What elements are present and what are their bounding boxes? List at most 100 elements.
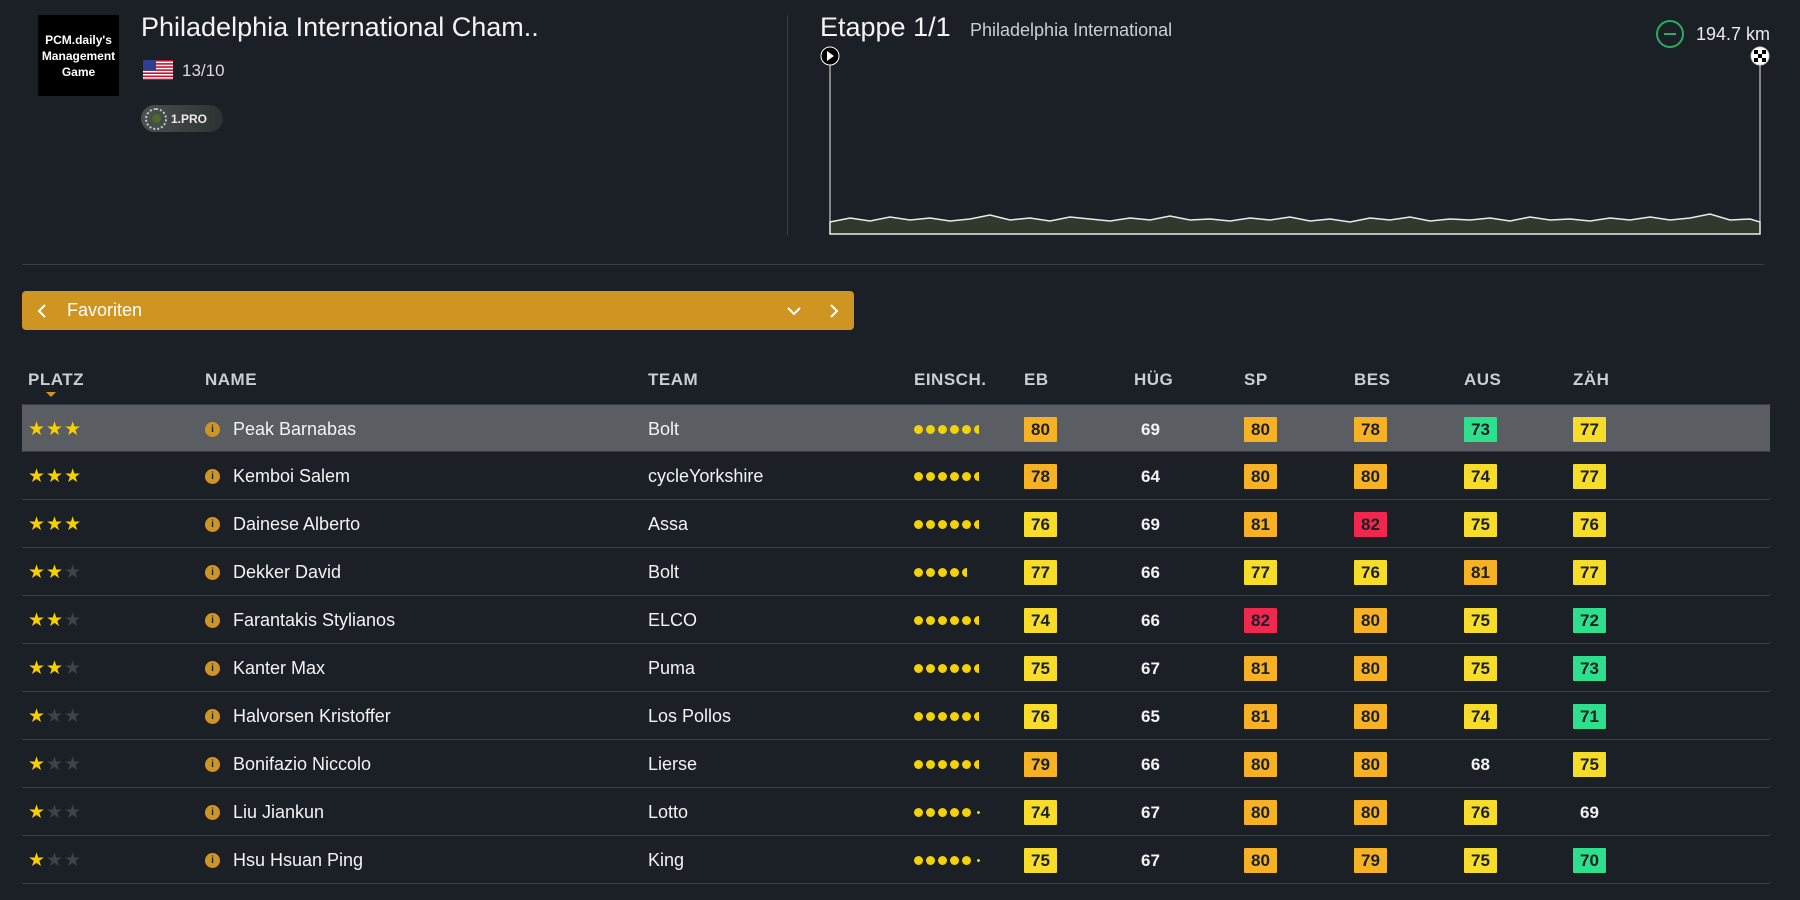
info-icon[interactable]: i [205,756,220,772]
form-dot [962,663,971,673]
rider-name[interactable]: Dekker David [233,561,342,582]
stat-value: 74 [1464,703,1497,729]
column-header-name[interactable]: NAME [205,370,258,389]
form-dot [962,711,971,721]
info-icon[interactable]: i [205,564,220,580]
star-icon: ★ [64,465,82,487]
info-icon[interactable]: i [205,660,220,676]
form-indicator [914,596,982,644]
stat-aus-cell: 74 [1464,452,1497,500]
stat-value: 77 [1573,463,1606,489]
team-name[interactable]: ELCO [648,609,698,630]
stat-sp-cell: 80 [1244,836,1277,884]
column-header-rank[interactable]: PLATZ [28,370,85,389]
stat-aus-cell: 75 [1464,596,1497,644]
star-icon: ★ [28,753,46,775]
form-indicator [914,740,982,788]
stat-aus-cell: 75 [1464,500,1497,548]
form-dot [962,807,971,817]
view-selector-label[interactable]: Favoriten [67,300,143,320]
column-header-eb[interactable]: EB [1024,370,1049,389]
table-row[interactable]: ★ ★ ★ i Liu Jiankun Lotto 74 67 80 80 76 69 [22,788,1770,836]
rider-name[interactable]: Hsu Hsuan Ping [233,849,364,870]
team-name[interactable]: Assa [648,513,689,534]
rider-name[interactable]: Liu Jiankun [233,801,325,822]
team-name[interactable]: Lierse [648,753,698,774]
table-row[interactable]: ★ ★ ★ i Kanter Max Puma 75 67 81 80 75 73 [22,644,1770,692]
team-name[interactable]: Bolt [648,561,680,582]
info-icon[interactable]: i [205,468,220,484]
form-dot [962,471,971,481]
info-icon[interactable]: i [205,852,220,868]
rider-name-cell: i Dekker David [205,548,341,596]
form-dot [962,424,971,434]
column-header-zah[interactable]: ZÄH [1573,370,1610,389]
stat-value: 80 [1354,463,1387,489]
stat-value: 65 [1141,706,1160,726]
info-icon[interactable]: i [205,516,220,532]
team-name[interactable]: Los Pollos [648,705,732,726]
column-header-bes[interactable]: BES [1354,370,1391,389]
table-row[interactable]: ★ ★ ★ i Bonifazio Niccolo Lierse 79 66 80 80 68 75 [22,740,1770,788]
stat-value: 66 [1141,562,1160,582]
rider-name[interactable]: Farantakis Stylianos [233,609,396,630]
rider-name[interactable]: Dainese Alberto [233,513,361,534]
info-icon[interactable]: i [205,708,220,724]
team-name[interactable]: cycleYorkshire [648,465,764,486]
form-dot [926,424,935,434]
next-view-button[interactable] [814,291,854,330]
form-dot [914,567,923,577]
star-icon: ★ [46,705,64,727]
info-icon[interactable]: i [205,804,220,820]
star-icon: ★ [28,465,46,487]
stage-profile-chart[interactable] [820,42,1770,242]
stat-value: 77 [1573,559,1606,585]
team-name[interactable]: Bolt [648,418,680,439]
stat-sp-cell: 77 [1244,548,1277,596]
column-header-sp[interactable]: SP [1244,370,1268,389]
info-icon[interactable]: i [205,612,220,628]
form-dot [950,519,959,529]
table-row[interactable]: ★ ★ ★ i Halvorsen Kristoffer Los Pollos 76 65 81… [22,692,1770,740]
table-row[interactable]: ★ ★ ★ i Dainese Alberto Assa 76 69 81 82 75 76 [22,500,1770,548]
rider-name[interactable]: Bonifazio Niccolo [233,753,372,774]
stat-value: 79 [1354,847,1387,873]
start-marker-icon [820,46,840,66]
table-row[interactable]: ★ ★ ★ i Farantakis Stylianos ELCO 74 66 82 80 75 72 [22,596,1770,644]
stat-eb-cell: 76 [1024,500,1057,548]
form-dot [977,858,980,862]
team-name[interactable]: Lotto [648,801,689,822]
form-dot [938,424,947,434]
form-dot [950,759,959,769]
previous-view-button[interactable] [22,291,62,330]
stat-aus-cell: 75 [1464,836,1497,884]
column-header-team[interactable]: TEAM [648,370,699,389]
column-header-form[interactable]: EINSCH. [914,370,987,389]
stat-aus-cell: 81 [1464,548,1497,596]
column-header-aus[interactable]: AUS [1464,370,1502,389]
table-row[interactable]: ★ ★ ★ i Peak Barnabas Bolt 80 69 80 78 73 77 [22,404,1770,452]
stat-value: 69 [1580,802,1599,822]
rider-name[interactable]: Halvorsen Kristoffer [233,705,391,726]
info-icon[interactable]: i [205,421,220,437]
table-row[interactable]: ★ ★ ★ i Dekker David Bolt 77 66 77 76 81 77 [22,548,1770,596]
race-header: PCM.daily's Management Game Philadelphia… [0,0,1800,265]
star-icon: ★ [46,609,64,631]
star-icon: ★ [46,657,64,679]
stat-value: 79 [1024,751,1057,777]
rider-name-cell: i Halvorsen Kristoffer [205,692,391,740]
stat-hug-cell: 66 [1134,596,1167,644]
column-header-hug[interactable]: HÜG [1134,370,1174,389]
table-row[interactable]: ★ ★ ★ i Hsu Hsuan Ping King 75 67 80 79 75 70 [22,836,1770,884]
team-name[interactable]: King [648,849,685,870]
rider-name[interactable]: Kanter Max [233,657,326,678]
form-dot [977,810,980,814]
header-divider [787,15,788,235]
stat-hug-cell: 67 [1134,836,1167,884]
rider-name[interactable]: Peak Barnabas [233,418,357,439]
view-dropdown-button[interactable] [774,291,814,330]
stat-value: 73 [1464,416,1497,442]
table-row[interactable]: ★ ★ ★ i Kemboi Salem cycleYorkshire 78 64 80 80 74… [22,452,1770,500]
team-name[interactable]: Puma [648,657,696,678]
rider-name[interactable]: Kemboi Salem [233,465,351,486]
